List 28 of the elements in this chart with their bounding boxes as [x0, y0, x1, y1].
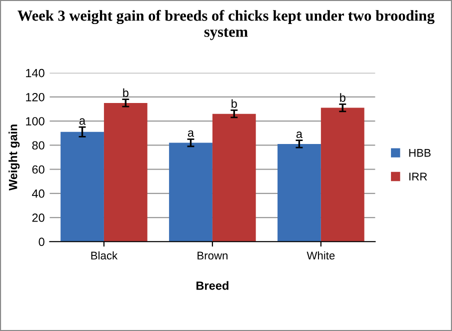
- x-tick-label: White: [306, 251, 335, 260]
- y-tick-label: 0: [38, 238, 44, 246]
- y-tick-label: 80: [32, 141, 44, 150]
- annotation: b: [232, 99, 237, 108]
- bar: [60, 132, 104, 242]
- bar: [169, 142, 212, 242]
- bar: [212, 114, 256, 242]
- annotation: b: [340, 93, 346, 102]
- bar: [104, 102, 148, 242]
- y-tick-label: 20: [32, 214, 44, 222]
- x-tick-label: Black: [91, 251, 118, 260]
- x-axis-title: Breed: [196, 281, 228, 290]
- annotation: a: [296, 132, 303, 138]
- legend-label: IRR: [409, 172, 427, 180]
- y-tick-label: 40: [32, 189, 44, 198]
- annotation: b: [123, 88, 128, 98]
- bar: [278, 144, 321, 242]
- annotation: a: [79, 118, 86, 125]
- x-tick-label: Brown: [198, 252, 228, 260]
- y-tick-label: 60: [32, 165, 44, 174]
- legend-label: HBB: [409, 149, 431, 157]
- y-axis-title: Weight gain: [8, 124, 20, 191]
- annotation: a: [188, 130, 194, 137]
- y-tick-label: 140: [26, 68, 44, 78]
- y-tick-label: 100: [26, 117, 44, 126]
- y-tick-label: 120: [26, 92, 44, 102]
- bar: [320, 108, 364, 242]
- chart-title: Week 3 weight gain of breeds of chicks kept under two brooding system: [18, 10, 434, 40]
